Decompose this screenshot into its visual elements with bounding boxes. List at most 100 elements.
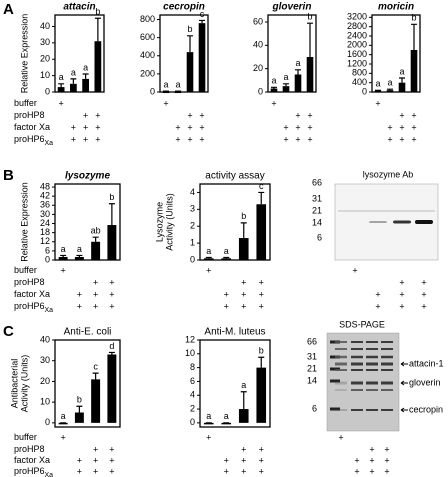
error-bar [223,256,230,259]
plot-frame [199,339,271,428]
blot-band [335,369,347,371]
blot-band [330,379,340,383]
condition-sign: + [199,122,204,132]
condition-sign: + [283,122,288,132]
condition-sign: + [241,444,246,454]
significance-letter: a [387,78,392,88]
bar [57,87,65,92]
condition-sign: + [206,265,211,275]
bar [270,88,278,92]
chart-title: Anti-M. luteus [204,327,265,338]
condition-sign: + [271,98,276,108]
significance-letter: a [206,411,211,421]
significance-letter: a [71,67,76,77]
condition-sign: + [338,432,343,442]
y-tick-label: 0 [190,417,195,427]
condition-sign: + [93,444,98,454]
y-tick-label: 20 [40,376,50,386]
condition-sign: + [241,455,246,465]
bar [74,412,84,423]
significance-letter: ab [91,226,101,236]
y-tick-label: 8 [190,362,195,372]
bar [203,422,214,425]
significance-letter: a [83,62,88,72]
condition-sign: + [259,277,264,287]
condition-sign: + [187,110,192,120]
condition-sign: + [259,289,264,299]
y-tick-label: 40 [253,40,263,50]
significance-letter: a [206,246,211,256]
bar [221,258,232,260]
y-tick-label: 36 [40,200,50,210]
significance-letter: b [95,7,100,17]
condition-subscript: Xa [45,472,54,477]
condition-label: buffer [14,432,37,442]
condition-label: factor Xa [14,122,50,132]
significance-letter: c [93,362,98,372]
error-bar [58,83,65,88]
condition-label: proHP6Xa [14,134,53,146]
blot-band [381,362,393,366]
condition-sign: + [241,289,246,299]
condition-sign: + [187,122,192,132]
condition-text: buffer [14,265,37,275]
condition-sign: + [109,301,114,311]
y-tick-label: 0 [190,254,195,264]
condition-sign: + [224,301,229,311]
condition-sign: + [109,444,114,454]
condition-text: proHP8 [14,444,45,454]
error-bar [411,23,417,50]
y-tick-label: 18 [40,227,50,237]
bar [256,367,267,423]
blot-band [366,389,378,391]
blot-band [366,341,378,343]
y-tick-label: 400 [140,50,155,60]
condition-sign: + [199,110,204,120]
condition-sign: + [206,432,211,442]
panel-label: C [3,323,14,340]
condition-text: proHP6 [14,466,45,476]
blot-band [366,381,378,385]
bar [410,50,418,92]
y-tick-label: 12 [185,334,195,344]
error-bar [240,391,247,410]
significance-letter: b [187,24,192,34]
y-tick-label: 2 [190,221,195,231]
condition-sign: + [71,134,76,144]
significance-letter: a [61,244,66,254]
y-tick-label: 10 [185,348,195,358]
blot-band [393,220,411,224]
condition-sign: + [399,301,404,311]
condition-label: buffer [14,98,37,108]
condition-sign: + [60,265,65,275]
band-label: cecropin [409,404,443,414]
y-tick-label: 20 [40,54,50,64]
y-tick-label: 60 [253,16,263,26]
condition-sign: + [384,455,389,465]
condition-label: proHP6Xa [14,301,53,313]
condition-sign: + [411,110,416,120]
condition-sign: + [387,134,392,144]
blot-band [335,341,347,343]
condition-sign: + [354,466,359,476]
bar [74,256,84,260]
significance-letter: b [241,211,246,221]
marker-label: 6 [312,403,317,413]
condition-sign: + [399,122,404,132]
y-tick-label: 600 [140,32,155,42]
band-arrow [400,407,408,413]
blot-band [335,355,347,359]
condition-sign: + [352,265,357,275]
condition-sign: + [95,134,100,144]
error-bar [92,236,99,242]
condition-sign: + [175,134,180,144]
marker-label: 6 [317,232,322,242]
bar [186,52,194,92]
blot-band [381,389,393,391]
condition-sign: + [384,466,389,476]
marker-label: 66 [307,336,317,346]
condition-sign: + [187,134,192,144]
blot-band [381,341,393,343]
marker-label: 31 [307,351,317,361]
condition-sign: + [109,455,114,465]
